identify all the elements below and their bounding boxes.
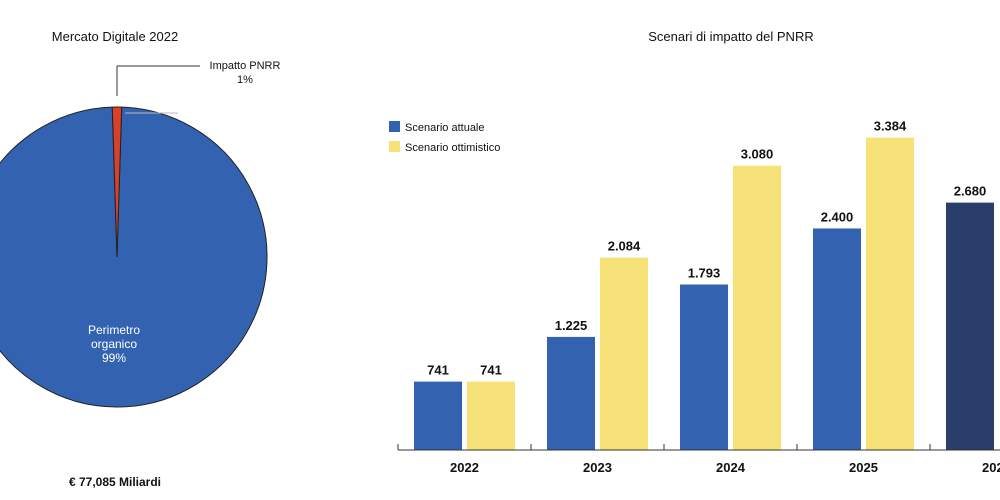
pie-chart [0, 106, 268, 408]
x-tick-label-2025: 2025 [849, 460, 878, 475]
bar-scenario-attuale-2024 [680, 284, 728, 450]
value-label-scenario-ottimistico-2023: 2.084 [608, 239, 641, 254]
value-label-scenario-attuale-2026: 2.680 [954, 184, 987, 199]
x-axis: 2022 2023 2024 2025 2026 [397, 444, 1000, 475]
bar-scenario-ottimistico-2024 [733, 165, 781, 450]
pie-main-percent: 99% [102, 351, 126, 365]
x-tick-label-2022: 2022 [450, 460, 479, 475]
value-label-scenario-attuale-2023: 1.225 [555, 318, 588, 333]
value-label-scenario-attuale-2024: 1.793 [688, 265, 721, 280]
legend-label-scenario-attuale: Scenario attuale [405, 122, 485, 134]
pie-title: Mercato Digitale 2022 [52, 29, 178, 44]
value-label-scenario-ottimistico-2024: 3.080 [741, 147, 774, 162]
pie-slice-impatto-pnrr [111, 106, 123, 258]
bar-scenario-ottimistico-2022 [467, 381, 515, 450]
legend-swatch-scenario-ottimistico [389, 141, 400, 152]
value-label-scenario-attuale-2022: 741 [427, 363, 449, 378]
value-label-scenario-ottimistico-2025: 3.384 [874, 119, 907, 134]
bar-scenario-ottimistico-2023 [600, 257, 648, 450]
value-label-scenario-ottimistico-2022: 741 [480, 363, 502, 378]
bar-title: Scenari di impatto del PNRR [648, 29, 813, 44]
x-tick-label-2026: 2026 [982, 460, 1000, 475]
pie-slice-perimetro-organico [0, 106, 268, 408]
legend-swatch-scenario-attuale [389, 121, 400, 132]
callout-slice-name: Impatto PNRR [210, 60, 281, 72]
pie-total-label: € 77,085 Miliardi [69, 475, 161, 489]
legend-label-scenario-ottimistico: Scenario ottimistico [405, 142, 500, 154]
bar-scenario-ottimistico-2025 [866, 137, 914, 450]
value-label-scenario-attuale-2025: 2.400 [821, 209, 854, 224]
bar-group: 741 741 1.225 2.084 1.793 3.080 2.400 3.384 2.68… [414, 119, 994, 450]
bar-scenario-attuale-2025 [813, 228, 861, 450]
bar-scenario-attuale-2026 [946, 202, 994, 450]
x-tick-label-2024: 2024 [716, 460, 746, 475]
pie-main-label-line2: organico [91, 337, 137, 351]
pie-main-label-line1: Perimetro [88, 323, 140, 337]
x-tick-label-2023: 2023 [583, 460, 612, 475]
bar-scenario-attuale-2022 [414, 381, 462, 450]
bar-scenario-attuale-2023 [547, 336, 595, 450]
callout-slice-percent: 1% [237, 74, 253, 86]
